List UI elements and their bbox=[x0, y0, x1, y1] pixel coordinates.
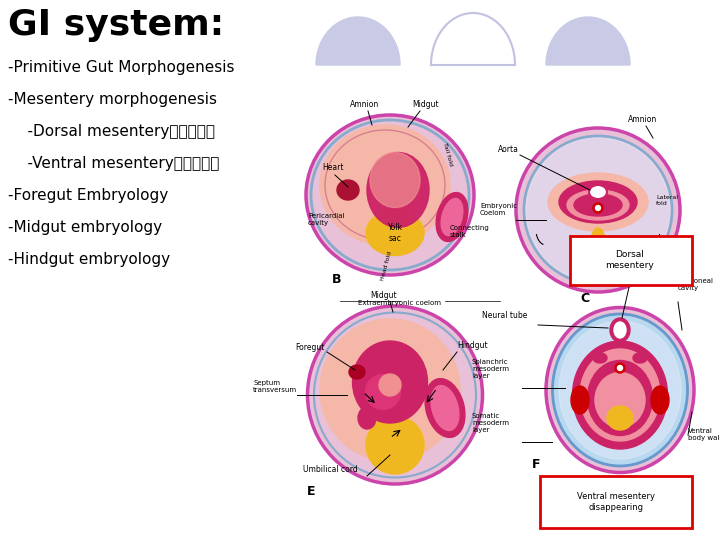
Ellipse shape bbox=[559, 181, 637, 223]
Ellipse shape bbox=[633, 353, 647, 363]
Ellipse shape bbox=[589, 185, 607, 199]
Text: Neural tube: Neural tube bbox=[482, 311, 527, 320]
Ellipse shape bbox=[574, 194, 622, 216]
Text: Splanchric
mesoderm
layer: Splanchric mesoderm layer bbox=[472, 359, 509, 379]
Ellipse shape bbox=[588, 361, 652, 435]
Polygon shape bbox=[383, 410, 407, 422]
Circle shape bbox=[516, 128, 680, 292]
Text: E: E bbox=[307, 485, 315, 498]
Polygon shape bbox=[316, 17, 400, 65]
Text: -Hindgut embryology: -Hindgut embryology bbox=[8, 252, 170, 267]
Ellipse shape bbox=[307, 306, 482, 484]
Text: Tail fold: Tail fold bbox=[442, 141, 453, 166]
Text: Midgut: Midgut bbox=[370, 291, 397, 300]
Circle shape bbox=[593, 203, 603, 213]
Ellipse shape bbox=[572, 341, 667, 449]
Ellipse shape bbox=[358, 407, 376, 429]
FancyBboxPatch shape bbox=[570, 236, 692, 285]
Ellipse shape bbox=[593, 353, 607, 363]
Text: Somatic
mesoderm
layer: Somatic mesoderm layer bbox=[472, 413, 509, 433]
Ellipse shape bbox=[441, 199, 463, 235]
Ellipse shape bbox=[546, 307, 694, 472]
Ellipse shape bbox=[306, 115, 474, 275]
Ellipse shape bbox=[607, 406, 633, 430]
Text: F: F bbox=[532, 458, 541, 471]
Text: -Mesentery morphogenesis: -Mesentery morphogenesis bbox=[8, 92, 217, 107]
Text: Foregut: Foregut bbox=[295, 343, 325, 352]
Polygon shape bbox=[382, 209, 410, 227]
Text: Peritoneal
cavity: Peritoneal cavity bbox=[678, 278, 713, 291]
Text: Extraembryonic coelom: Extraembryonic coelom bbox=[359, 300, 441, 306]
Ellipse shape bbox=[366, 211, 424, 255]
Ellipse shape bbox=[587, 256, 609, 274]
Text: Connecting
stalk: Connecting stalk bbox=[450, 225, 490, 238]
Ellipse shape bbox=[379, 374, 401, 396]
Ellipse shape bbox=[367, 152, 429, 227]
Text: Heart: Heart bbox=[322, 163, 343, 172]
Ellipse shape bbox=[567, 190, 629, 220]
Text: C: C bbox=[580, 292, 589, 305]
Text: Pericardial
cavity: Pericardial cavity bbox=[308, 213, 344, 226]
Text: Midgut: Midgut bbox=[412, 100, 438, 109]
Circle shape bbox=[595, 206, 600, 211]
Text: Head fold: Head fold bbox=[380, 251, 392, 281]
Text: Lateral
fold: Lateral fold bbox=[656, 195, 678, 206]
Ellipse shape bbox=[366, 375, 400, 409]
Text: Aorta: Aorta bbox=[498, 145, 519, 154]
Ellipse shape bbox=[320, 319, 460, 461]
Ellipse shape bbox=[349, 365, 365, 379]
Ellipse shape bbox=[337, 180, 359, 200]
Ellipse shape bbox=[614, 322, 626, 338]
Ellipse shape bbox=[610, 318, 630, 342]
Text: Ventral mesentery
disappearing: Ventral mesentery disappearing bbox=[577, 492, 655, 512]
Ellipse shape bbox=[548, 173, 648, 231]
Ellipse shape bbox=[436, 193, 468, 241]
Circle shape bbox=[618, 366, 623, 370]
Text: GI system:: GI system: bbox=[8, 8, 224, 42]
Text: Amnion: Amnion bbox=[350, 100, 379, 109]
Ellipse shape bbox=[651, 386, 669, 414]
Ellipse shape bbox=[320, 125, 450, 245]
Circle shape bbox=[615, 363, 625, 373]
Ellipse shape bbox=[591, 228, 605, 256]
Text: B: B bbox=[332, 273, 341, 286]
Ellipse shape bbox=[366, 416, 424, 474]
Text: Amnion: Amnion bbox=[628, 115, 657, 124]
Text: -Foregut Embryology: -Foregut Embryology bbox=[8, 188, 168, 203]
Ellipse shape bbox=[552, 314, 688, 466]
Text: Yolk
sac: Yolk sac bbox=[387, 224, 402, 242]
Text: Septum
transversum: Septum transversum bbox=[253, 380, 297, 393]
Ellipse shape bbox=[571, 386, 589, 414]
Text: -Primitive Gut Morphogenesis: -Primitive Gut Morphogenesis bbox=[8, 60, 235, 75]
Ellipse shape bbox=[370, 152, 420, 207]
Text: Dorsal
mesentery: Dorsal mesentery bbox=[606, 251, 654, 269]
Text: -Midgut embryology: -Midgut embryology bbox=[8, 220, 162, 235]
Ellipse shape bbox=[580, 349, 660, 441]
Text: Embryonic
Coelom: Embryonic Coelom bbox=[480, 203, 517, 216]
Ellipse shape bbox=[425, 379, 465, 437]
FancyBboxPatch shape bbox=[540, 476, 692, 528]
Circle shape bbox=[526, 138, 670, 282]
Text: Hindgut: Hindgut bbox=[457, 341, 487, 350]
Text: Umbilical cord: Umbilical cord bbox=[303, 465, 358, 474]
Ellipse shape bbox=[353, 341, 428, 423]
Text: -Dorsal mesentery背總腸繊膜: -Dorsal mesentery背總腸繊膜 bbox=[8, 124, 215, 139]
Ellipse shape bbox=[595, 373, 645, 428]
Ellipse shape bbox=[431, 386, 459, 430]
Text: Ventral
body wall: Ventral body wall bbox=[688, 428, 720, 441]
Text: -Ventral mesentery腹總腸繊膜: -Ventral mesentery腹總腸繊膜 bbox=[8, 156, 220, 171]
Ellipse shape bbox=[559, 321, 681, 459]
Polygon shape bbox=[546, 17, 630, 65]
Text: -Yolk sac: -Yolk sac bbox=[660, 253, 692, 262]
